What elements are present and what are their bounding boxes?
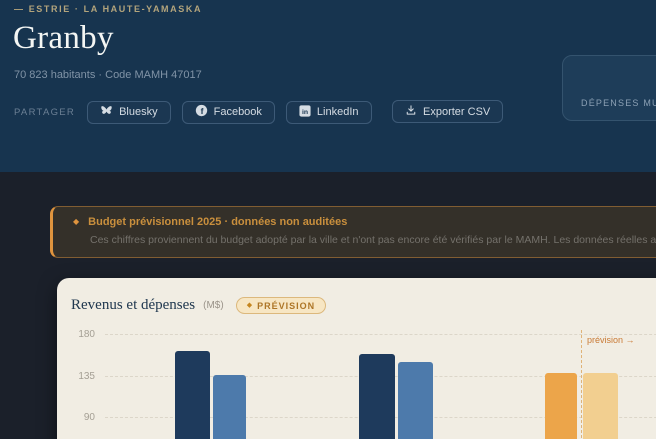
breadcrumb[interactable]: — ESTRIE · LA HAUTE-YAMASKA bbox=[14, 4, 203, 14]
forecast-annotation: prévision → bbox=[587, 335, 635, 345]
forecast-badge-label: PRÉVISION bbox=[257, 300, 316, 311]
stat-card-depenses[interactable]: DÉPENSES MUN bbox=[562, 55, 656, 121]
chart-title: Revenus et dépenses bbox=[71, 297, 196, 313]
share-bluesky-button[interactable]: Bluesky bbox=[87, 100, 171, 124]
svg-text:in: in bbox=[302, 108, 308, 115]
bar-revenus-group2[interactable] bbox=[359, 354, 395, 439]
diamond-icon: ◆ bbox=[73, 217, 80, 226]
municipality-subtitle: 70 823 habitants · Code MAMH 47017 bbox=[14, 69, 202, 81]
chart-unit: (M$) bbox=[203, 300, 224, 311]
bar-depenses-forecast[interactable] bbox=[583, 372, 618, 439]
share-facebook-button[interactable]: f Facebook bbox=[181, 100, 275, 124]
share-linkedin-button[interactable]: in LinkedIn bbox=[285, 100, 372, 124]
bar-revenus-forecast[interactable] bbox=[545, 372, 577, 439]
chart-header: Revenus et dépenses (M$) ◆ PRÉVISION bbox=[71, 297, 327, 314]
y-axis-tick-label: 135 bbox=[78, 370, 95, 382]
forecast-divider-line bbox=[581, 330, 582, 439]
svg-text:f: f bbox=[200, 106, 203, 116]
bar-depenses-group1[interactable] bbox=[213, 374, 246, 439]
share-label: PARTAGER bbox=[14, 106, 76, 118]
y-axis-tick-label: 180 bbox=[78, 329, 95, 340]
export-csv-button[interactable]: Exporter CSV bbox=[392, 100, 504, 123]
hero-header: — ESTRIE · LA HAUTE-YAMASKA Granby 70 82… bbox=[0, 0, 656, 172]
linkedin-icon: in bbox=[299, 104, 311, 120]
alert-body: Ces chiffres proviennent du budget adopt… bbox=[90, 234, 656, 246]
share-bluesky-label: Bluesky bbox=[119, 106, 158, 118]
forecast-alert-banner: ◆ Budget prévisionnel 2025 · données non… bbox=[50, 206, 656, 258]
bluesky-icon bbox=[100, 105, 113, 120]
y-axis-tick-label: 90 bbox=[83, 412, 95, 423]
alert-title: Budget prévisionnel 2025 · données non a… bbox=[88, 216, 348, 228]
chart-card: 180 135 90 prévision → Revenus et dépens… bbox=[57, 278, 656, 439]
share-linkedin-label: LinkedIn bbox=[316, 106, 359, 118]
share-row: PARTAGER Bluesky f Facebook bbox=[14, 100, 383, 124]
share-facebook-label: Facebook bbox=[213, 106, 262, 118]
export-csv-label: Exporter CSV bbox=[423, 105, 491, 118]
download-icon bbox=[405, 104, 417, 119]
bar-revenus-group1[interactable] bbox=[175, 350, 210, 439]
page-title: Granby bbox=[13, 20, 114, 56]
stat-card-label: DÉPENSES MUN bbox=[581, 98, 656, 108]
diamond-icon: ◆ bbox=[246, 302, 253, 309]
gridline bbox=[105, 334, 656, 335]
bar-depenses-group2[interactable] bbox=[398, 361, 433, 439]
forecast-badge: ◆ PRÉVISION bbox=[235, 297, 327, 314]
bar-chart-plot: 180 135 90 prévision → bbox=[57, 278, 656, 439]
facebook-icon: f bbox=[195, 104, 208, 120]
